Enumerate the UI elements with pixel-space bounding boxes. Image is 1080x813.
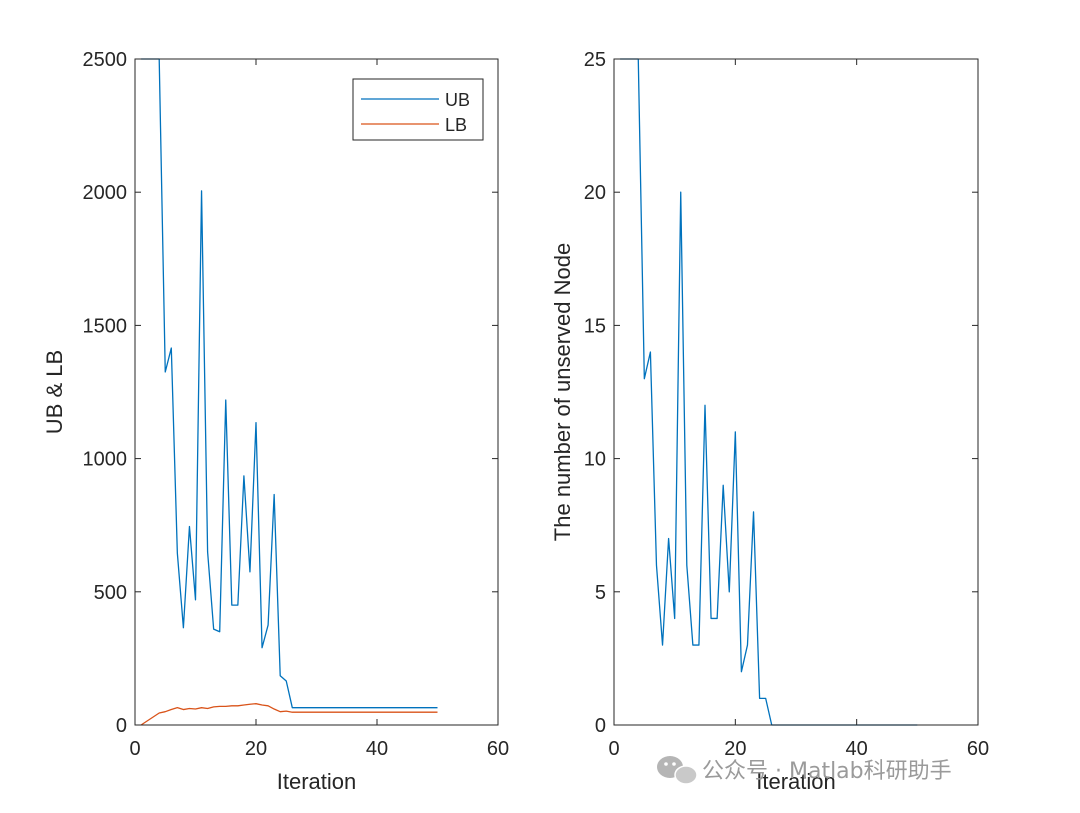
right-x-tick-label: 60 bbox=[967, 738, 989, 760]
left-y-axis-label: UB & LB bbox=[42, 350, 67, 434]
right-y-tick-label: 10 bbox=[584, 449, 606, 471]
wechat-icon bbox=[657, 756, 698, 785]
right-x-tick-label: 20 bbox=[724, 738, 746, 760]
left-y-tick-label: 1500 bbox=[83, 315, 128, 337]
legend-label-lb: LB bbox=[445, 115, 467, 135]
right-x-axis-label: Iteration bbox=[756, 769, 836, 794]
left-x-axis-label: Iteration bbox=[277, 769, 357, 794]
watermark: 公众号 · Matlab科研助手 bbox=[657, 756, 952, 785]
left-y-tick-label: 2000 bbox=[83, 182, 128, 204]
right-y-tick-label: 0 bbox=[595, 715, 606, 737]
left-x-tick-label: 0 bbox=[129, 738, 140, 760]
left-y-tick-label: 1000 bbox=[83, 449, 128, 471]
right-y-tick-label: 25 bbox=[584, 49, 606, 71]
right-y-tick-label: 15 bbox=[584, 315, 606, 337]
right-x-tick-label: 0 bbox=[608, 738, 619, 760]
left-axes-box bbox=[134, 58, 499, 726]
left-x-tick-label: 20 bbox=[245, 738, 267, 760]
right-x-tick-label: 40 bbox=[846, 738, 868, 760]
left-y-tick-label: 0 bbox=[116, 715, 127, 737]
left-x-tick-label: 40 bbox=[366, 738, 388, 760]
right-series-line-unserved bbox=[620, 58, 918, 726]
watermark-text: 公众号 · Matlab科研助手 bbox=[702, 759, 952, 784]
right-y-axis-label: The number of unserved Node bbox=[550, 243, 575, 541]
right-axes-box bbox=[613, 58, 979, 726]
legend-label-ub: UB bbox=[445, 90, 470, 110]
legend: UB LB bbox=[352, 78, 484, 141]
chart-left-ub-lb: 0 20 40 60 0 500 1000 1500 2000 2500 Iteration UB &… bbox=[42, 49, 509, 794]
right-y-tick-label: 20 bbox=[584, 182, 606, 204]
left-x-tick-label: 60 bbox=[487, 738, 509, 760]
left-series-line-lb bbox=[140, 703, 438, 726]
right-y-tick-label: 5 bbox=[595, 582, 606, 604]
legend-box bbox=[352, 78, 484, 141]
left-series-line-ub bbox=[141, 58, 438, 709]
chart-right-unserved-nodes: 0 20 40 60 0 5 10 15 20 25 Iteration The number of … bbox=[550, 49, 989, 794]
left-y-tick-label: 500 bbox=[94, 582, 127, 604]
left-y-tick-label: 2500 bbox=[83, 49, 128, 71]
